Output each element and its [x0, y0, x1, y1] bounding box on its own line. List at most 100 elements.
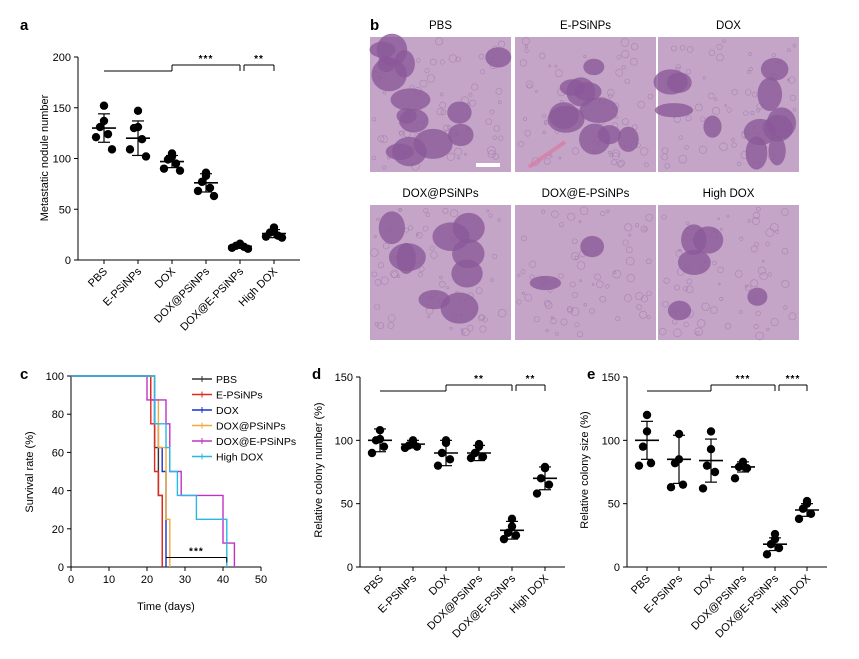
tissue-texture: [673, 284, 680, 291]
tissue-texture: [541, 113, 546, 118]
tissue-texture: [710, 306, 718, 314]
micrograph-title: DOX@E-PSiNPs: [542, 188, 630, 200]
data-point: [171, 159, 181, 168]
tissue-texture: [492, 254, 497, 259]
tissue-texture: [492, 135, 497, 140]
metastatic-nodule: [547, 105, 585, 133]
tissue-texture: [408, 225, 414, 231]
survival-curve: [71, 375, 163, 567]
metastatic-nodule: [766, 107, 797, 139]
y-tick-label: 60: [52, 447, 64, 459]
panel-label-e: e: [587, 366, 595, 383]
metastatic-nodule: [485, 47, 512, 68]
tissue-texture: [371, 271, 378, 278]
y-tick-label: 150: [53, 103, 71, 115]
data-point: [730, 474, 740, 483]
significance-label: **: [526, 374, 536, 385]
metastatic-nodule: [440, 292, 479, 324]
metastatic-nodule: [580, 235, 605, 258]
tissue-texture: [534, 316, 540, 323]
tissue-texture: [516, 299, 522, 305]
tissue-texture: [635, 292, 644, 301]
tissue-texture: [478, 314, 485, 322]
blood-vessel: [527, 140, 567, 169]
tissue-texture: [739, 310, 743, 315]
tissue-texture: [558, 273, 564, 279]
tissue-texture: [416, 231, 423, 239]
tissue-texture: [544, 300, 551, 307]
tissue-texture: [425, 212, 430, 217]
metastatic-nodule: [747, 287, 768, 306]
tissue-texture: [783, 305, 788, 310]
tissue-texture: [460, 331, 465, 336]
tissue-texture: [685, 221, 690, 226]
scale-bar: [476, 163, 500, 167]
tissue-texture: [599, 295, 607, 303]
significance-label: ***: [786, 374, 801, 385]
tissue-texture: [419, 79, 428, 88]
tissue-texture: [576, 261, 586, 270]
tissue-texture: [415, 58, 421, 63]
data-point: [532, 489, 542, 498]
tissue-texture: [659, 328, 667, 336]
data-point: [175, 166, 185, 175]
data-point: [137, 135, 147, 144]
x-tick-label: 10: [103, 574, 115, 586]
significance-label: ***: [189, 546, 204, 557]
tissue-texture: [770, 223, 779, 232]
tissue-texture: [664, 163, 670, 169]
legend-label: PBS: [216, 374, 237, 386]
tissue-texture: [577, 331, 584, 338]
tissue-texture: [622, 239, 629, 246]
tissue-texture: [567, 212, 576, 221]
tissue-texture: [647, 93, 654, 100]
tissue-texture: [398, 130, 404, 135]
tissue-texture: [467, 102, 471, 106]
x-tick-label: PBS: [362, 573, 386, 597]
tissue-texture: [475, 287, 483, 294]
tissue-texture: [436, 108, 444, 116]
panel-label-b: b: [370, 17, 379, 34]
micrograph-title: DOX@PSiNPs: [402, 188, 478, 200]
data-point: [698, 484, 708, 493]
data-point: [670, 458, 680, 468]
tissue-texture: [382, 90, 387, 95]
tissue-texture: [449, 326, 453, 330]
metastatic-nodule: [378, 211, 405, 245]
x-tick-label: 20: [141, 574, 153, 586]
tissue-texture: [377, 321, 385, 329]
tissue-texture: [612, 269, 621, 279]
tissue-texture: [757, 266, 766, 275]
tissue-texture: [678, 135, 683, 140]
chart-d: d Relative colony number (%) 0 50 100 150 PB…: [312, 366, 565, 640]
tissue-texture: [446, 152, 455, 161]
tissue-texture: [637, 100, 646, 109]
tissue-texture: [591, 283, 595, 286]
tissue-texture: [717, 266, 724, 274]
data-point: [133, 106, 143, 115]
tissue-texture: [695, 330, 700, 335]
tissue-texture: [767, 272, 772, 277]
tissue-texture: [747, 70, 752, 75]
tissue-texture: [569, 281, 576, 288]
tissue-texture: [615, 316, 621, 322]
y-axis-label-e: Relative colony size (%): [579, 411, 591, 528]
y-tick-label: 100: [602, 435, 620, 447]
tissue-texture: [717, 282, 721, 286]
tissue-texture: [495, 87, 503, 95]
tissue-texture: [645, 213, 654, 222]
tissue-texture: [457, 156, 461, 160]
tissue-texture: [788, 76, 796, 84]
tissue-texture: [683, 321, 689, 328]
tissue-texture: [520, 269, 526, 275]
tissue-texture: [612, 149, 620, 158]
legend-label: DOX: [216, 405, 239, 417]
data-point: [646, 458, 656, 468]
tissue-texture: [720, 227, 723, 231]
tissue-texture: [611, 152, 620, 161]
tissue-texture: [626, 256, 635, 266]
tissue-texture: [697, 319, 706, 328]
data-point: [642, 410, 652, 420]
tissue-texture: [482, 316, 488, 323]
tissue-texture: [631, 43, 639, 51]
